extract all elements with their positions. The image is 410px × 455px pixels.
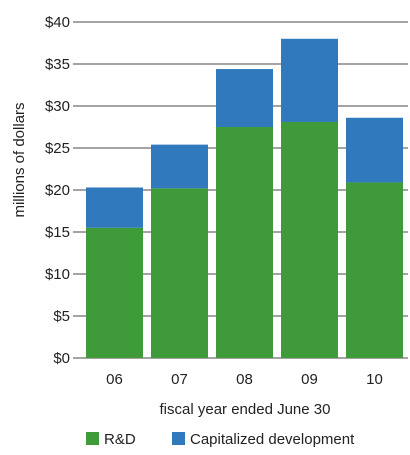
- y-tick-label: $35: [45, 56, 70, 73]
- x-axis-label: fiscal year ended June 30: [160, 401, 331, 418]
- bar-capitalized-development-07: [151, 144, 208, 189]
- x-tick-label-08: 08: [236, 371, 253, 388]
- y-tick-label: $10: [45, 266, 70, 283]
- y-tick-label: $30: [45, 98, 70, 115]
- y-axis-label: millions of dollars: [11, 102, 28, 217]
- bar-capitalized-development-10: [346, 117, 403, 183]
- x-tick-label-07: 07: [171, 371, 188, 388]
- x-tick-label-09: 09: [301, 371, 318, 388]
- x-tick-label-06: 06: [106, 371, 123, 388]
- bar-rnd-07: [151, 188, 208, 358]
- legend: R&D Capitalized development: [86, 431, 355, 448]
- bar-rnd-09: [281, 121, 338, 359]
- x-tick-label-10: 10: [366, 371, 383, 388]
- x-axis-ticks: 06 07 08 09 10: [106, 371, 383, 388]
- legend-label-rnd: R&D: [104, 431, 136, 448]
- y-tick-label: $40: [45, 14, 70, 31]
- bar-rnd-08: [216, 127, 273, 358]
- y-tick-label: $20: [45, 182, 70, 199]
- legend-swatch-capitalized-development: [172, 432, 185, 445]
- bar-rnd-10: [346, 182, 403, 358]
- legend-swatch-rnd: [86, 432, 99, 445]
- bar-capitalized-development-08: [216, 69, 273, 127]
- bar-capitalized-development-09: [281, 38, 338, 122]
- bar-capitalized-development-06: [86, 187, 143, 228]
- bars: [86, 38, 403, 359]
- y-tick-label: $15: [45, 224, 70, 241]
- legend-label-capitalized-development: Capitalized development: [190, 431, 355, 448]
- y-tick-label: $5: [53, 308, 70, 325]
- y-tick-label: $25: [45, 140, 70, 157]
- bar-rnd-06: [86, 227, 143, 358]
- y-tick-label: $0: [53, 350, 70, 367]
- y-axis-ticks: $0 $5 $10 $15 $20 $25 $30 $35 $40: [45, 14, 70, 367]
